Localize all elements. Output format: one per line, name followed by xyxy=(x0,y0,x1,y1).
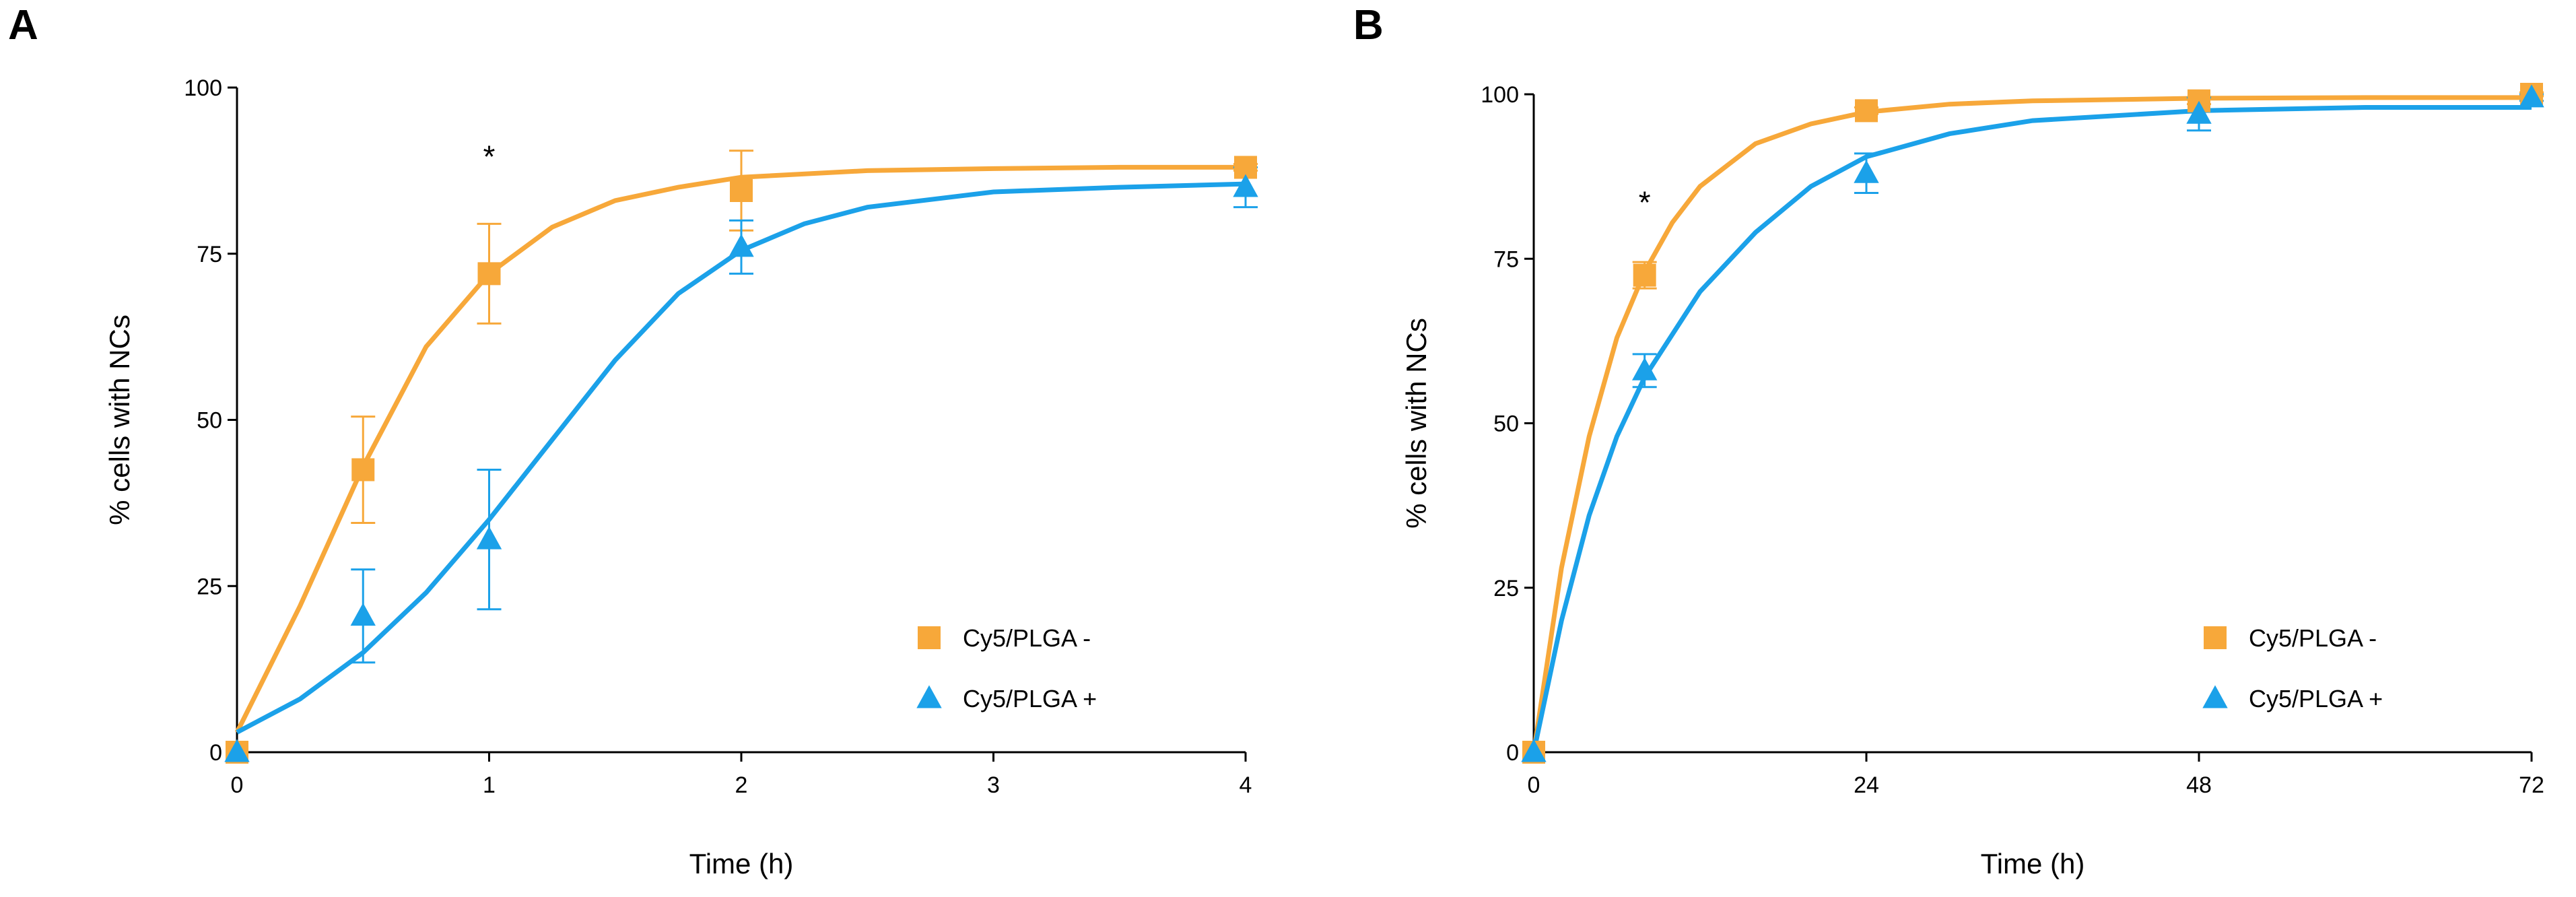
panel-a-chart: A 0 25 50 75 100 0 1 2 3 4 Time (h) % cells with NC… xyxy=(8,2,1258,879)
x-axis-title: Time (h) xyxy=(689,848,794,879)
data-point-series-1 xyxy=(477,262,501,286)
y-tick-label: 50 xyxy=(1493,411,1519,437)
data-point-series-2 xyxy=(1521,739,1547,762)
significance-asterisk: * xyxy=(483,139,496,174)
fit-curve-series-2 xyxy=(236,181,1246,735)
panel-a-letter: A xyxy=(8,2,38,48)
data-point-series-2 xyxy=(728,234,754,257)
data-point-series-2 xyxy=(224,739,250,762)
y-tick-label: 25 xyxy=(197,574,222,599)
legend-label-series-2: Cy5/PLGA + xyxy=(2249,685,2383,712)
y-axis-title: % cells with NCs xyxy=(104,314,135,525)
y-tick-label: 25 xyxy=(1493,576,1519,601)
x-axis-title: Time (h) xyxy=(1981,848,2085,879)
data-point-series-2 xyxy=(350,603,376,626)
x-tick-label: 48 xyxy=(2186,772,2212,798)
data-point-series-2 xyxy=(1631,357,1658,380)
data-point-series-2 xyxy=(1233,174,1258,197)
data-point-series-2 xyxy=(2519,84,2544,108)
y-tick-label: 75 xyxy=(1493,246,1519,272)
legend-label-series-1: Cy5/PLGA - xyxy=(2249,624,2377,652)
x-tick-label: 0 xyxy=(1528,772,1540,798)
data-point-series-1 xyxy=(1234,156,1257,179)
fit-curve-series-1 xyxy=(1531,95,2532,753)
x-tick-label: 72 xyxy=(2519,772,2544,798)
legend-label-series-1: Cy5/PLGA - xyxy=(963,624,1091,652)
y-tick-label: 100 xyxy=(184,75,222,101)
data-point-series-1 xyxy=(1855,99,1878,123)
x-tick-label: 4 xyxy=(1240,772,1252,798)
data-point-series-1 xyxy=(730,178,753,202)
x-tick-label: 3 xyxy=(987,772,1000,798)
panel-b-chart: B 0 25 50 75 100 0 24 48 72 Time (h) % cells with … xyxy=(1353,2,2544,879)
legend-label-series-2: Cy5/PLGA + xyxy=(963,685,1097,712)
data-point-series-2 xyxy=(1854,160,1879,183)
significance-asterisk: * xyxy=(1639,185,1651,220)
x-tick-label: 0 xyxy=(231,772,244,798)
data-point-series-2 xyxy=(2186,100,2212,124)
x-tick-label: 24 xyxy=(1854,772,1879,798)
y-axis-title: % cells with NCs xyxy=(1400,318,1432,529)
x-tick-label: 1 xyxy=(483,772,496,798)
legend-marker-series-1 xyxy=(918,626,941,649)
data-point-series-2 xyxy=(476,526,502,550)
data-point-series-1 xyxy=(351,458,375,481)
data-point-series-1 xyxy=(1633,263,1656,287)
y-tick-label: 50 xyxy=(197,408,222,434)
y-tick-label: 75 xyxy=(197,242,222,267)
legend-marker-series-2 xyxy=(916,685,942,708)
y-tick-label: 100 xyxy=(1481,82,1519,108)
panel-b-letter: B xyxy=(1353,2,1384,48)
y-tick-label: 0 xyxy=(1506,740,1519,766)
fit-curve-series-2 xyxy=(1531,105,2532,753)
y-tick-label: 0 xyxy=(209,740,222,766)
legend-marker-series-2 xyxy=(2202,685,2228,708)
legend-marker-series-1 xyxy=(2204,626,2227,649)
x-tick-label: 2 xyxy=(735,772,748,798)
